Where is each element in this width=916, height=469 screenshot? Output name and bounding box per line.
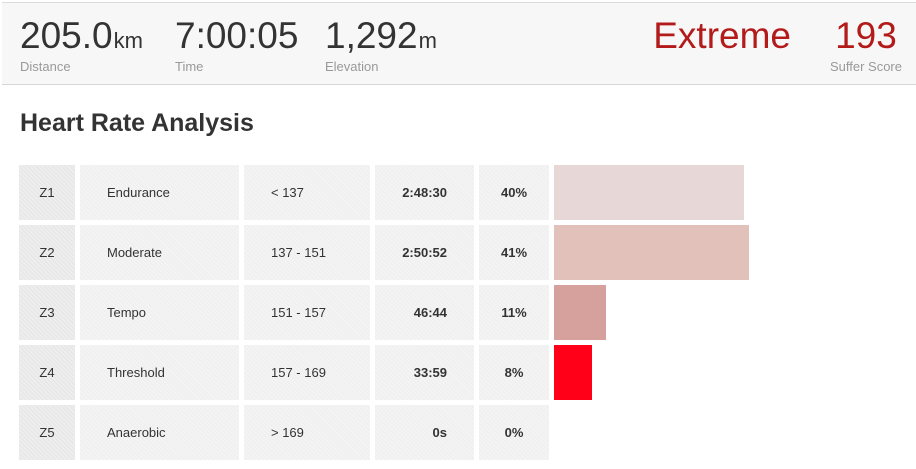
intensity-value: Extreme <box>653 15 791 56</box>
zone-bar-track <box>554 345 914 400</box>
elevation-value-row: 1,292m <box>325 15 437 57</box>
time-value: 7:00:05 <box>175 15 299 56</box>
zone-range: 157 - 169 <box>244 345 370 400</box>
zone-name: Endurance <box>80 165 239 220</box>
stat-elevation: 1,292m Elevation <box>325 15 437 75</box>
zone-bar-track <box>554 165 914 220</box>
zone-row: Z3 Tempo 151 - 157 46:44 11% <box>19 285 916 340</box>
distance-value: 205.0 <box>20 15 113 56</box>
zone-label: Z2 <box>19 225 75 280</box>
elevation-label: Elevation <box>325 59 379 74</box>
zone-row: Z1 Endurance < 137 2:48:30 40% <box>19 165 916 220</box>
zone-label: Z1 <box>19 165 75 220</box>
zone-name: Threshold <box>80 345 239 400</box>
stat-distance: 205.0km Distance <box>20 15 143 75</box>
stat-time: 7:00:05 Time <box>175 15 298 75</box>
zone-bar <box>554 345 592 400</box>
time-label: Time <box>175 59 204 74</box>
zone-range: < 137 <box>244 165 370 220</box>
zone-percent: 41% <box>479 225 549 280</box>
suffer-score-label: Suffer Score <box>829 59 902 74</box>
zone-label: Z4 <box>19 345 75 400</box>
zone-range: 151 - 157 <box>244 285 370 340</box>
zone-percent: 0% <box>479 405 549 460</box>
stat-intensity: Extreme <box>653 15 791 57</box>
zone-name: Moderate <box>80 225 239 280</box>
section-title: Heart Rate Analysis <box>20 109 254 137</box>
intensity-value-row: Extreme <box>653 15 791 57</box>
zone-time: 46:44 <box>375 285 474 340</box>
distance-value-row: 205.0km <box>20 15 143 57</box>
zone-label: Z5 <box>19 405 75 460</box>
distance-label: Distance <box>20 59 71 74</box>
elevation-unit: m <box>418 28 437 53</box>
zone-row: Z2 Moderate 137 - 151 2:50:52 41% <box>19 225 916 280</box>
zone-row: Z4 Threshold 157 - 169 33:59 8% <box>19 345 916 400</box>
suffer-score-value-row: 193 <box>830 15 902 57</box>
elevation-value: 1,292 <box>325 15 418 56</box>
zone-time: 2:50:52 <box>375 225 474 280</box>
suffer-score-value: 193 <box>835 15 897 56</box>
zone-percent: 8% <box>479 345 549 400</box>
zone-percent: 40% <box>479 165 549 220</box>
stat-suffer-score[interactable]: 193 Suffer Score <box>830 15 902 75</box>
stats-bar: 205.0km Distance 7:00:05 Time 1,292m Ele… <box>2 2 916 85</box>
zone-time: 2:48:30 <box>375 165 474 220</box>
zone-bar-track <box>554 405 914 460</box>
zone-name: Tempo <box>80 285 239 340</box>
zone-row: Z5 Anaerobic > 169 0s 0% <box>19 405 916 460</box>
zone-range: 137 - 151 <box>244 225 370 280</box>
zone-label: Z3 <box>19 285 75 340</box>
zone-bar-track <box>554 285 914 340</box>
zone-name: Anaerobic <box>80 405 239 460</box>
zone-percent: 11% <box>479 285 549 340</box>
time-value-row: 7:00:05 <box>175 15 298 57</box>
zone-bar <box>554 225 749 280</box>
zone-time: 33:59 <box>375 345 474 400</box>
distance-unit: km <box>113 28 143 53</box>
zone-bar <box>554 165 744 220</box>
zone-range: > 169 <box>244 405 370 460</box>
zone-bar <box>554 285 606 340</box>
zone-bar-track <box>554 225 914 280</box>
zone-time: 0s <box>375 405 474 460</box>
